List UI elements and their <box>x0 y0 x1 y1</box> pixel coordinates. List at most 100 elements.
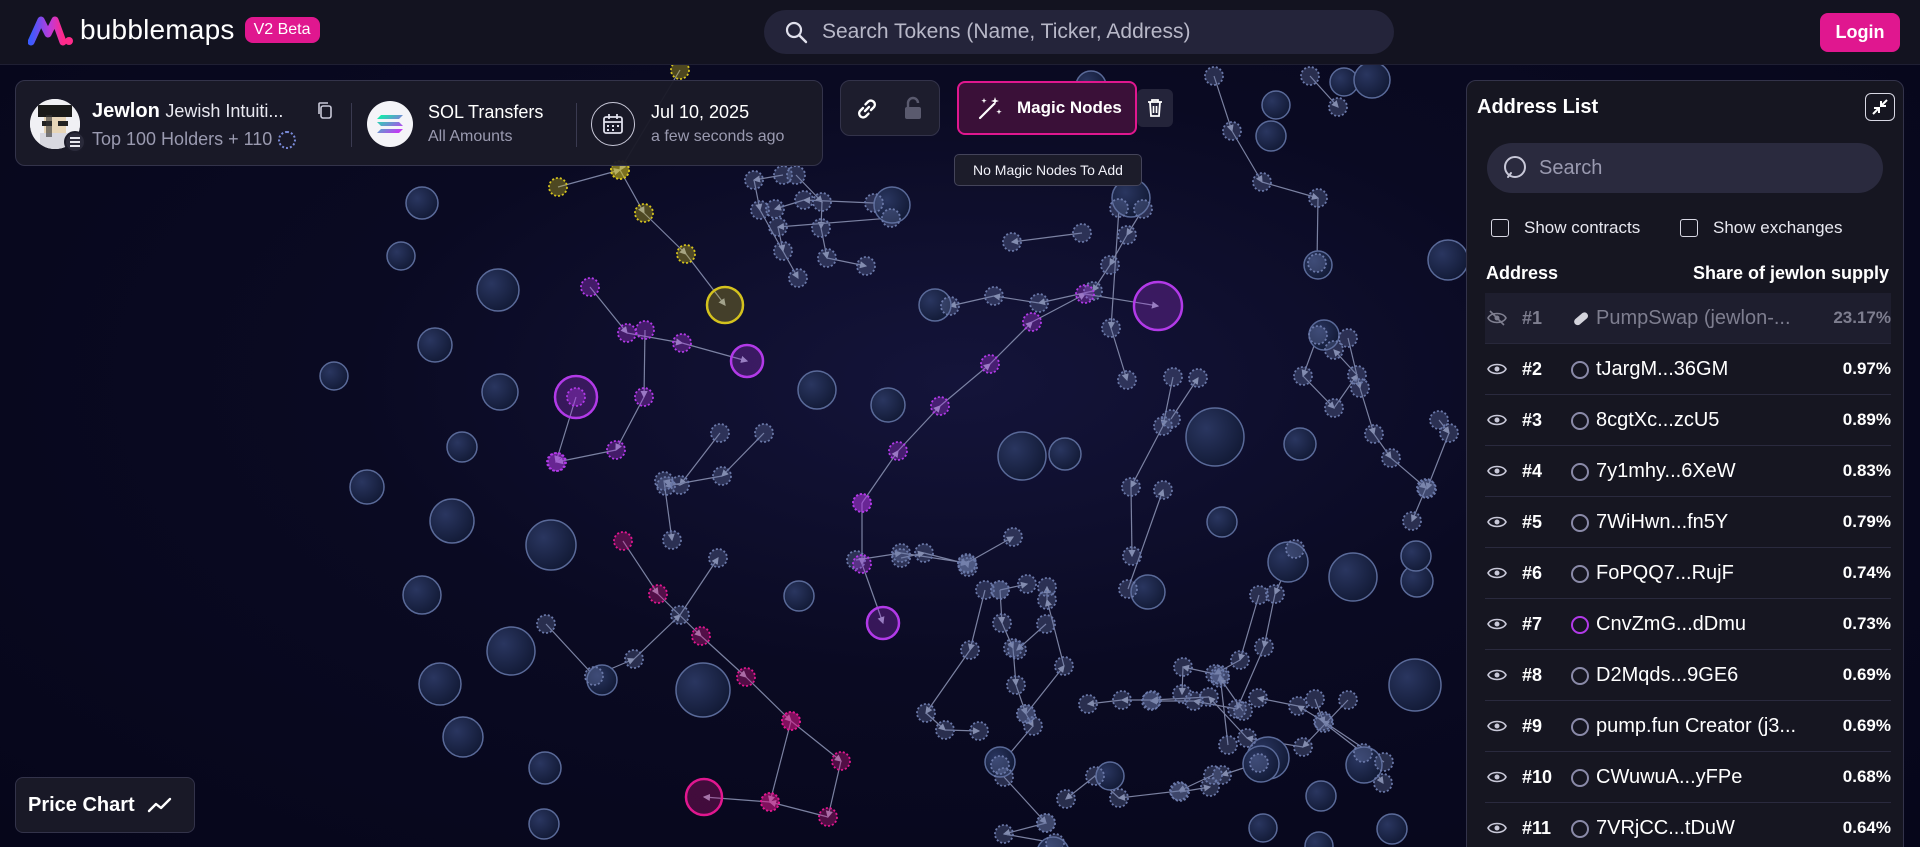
transfer-node[interactable] <box>1003 527 1023 547</box>
transfer-node[interactable] <box>1054 656 1074 676</box>
transfer-node[interactable] <box>1439 423 1459 443</box>
transfer-node[interactable] <box>1072 223 1092 243</box>
transfer-node[interactable] <box>1029 293 1049 313</box>
row-address[interactable]: 8cgtXc...zcU5 <box>1596 408 1720 431</box>
transfer-node[interactable] <box>580 277 600 297</box>
cluster-bubble[interactable] <box>684 777 724 817</box>
holder-bubble[interactable] <box>870 387 906 423</box>
transfer-node[interactable] <box>1293 366 1313 386</box>
transfer-node[interactable] <box>994 824 1014 844</box>
holder-bubble[interactable] <box>528 751 562 785</box>
checkbox-box[interactable] <box>1680 219 1698 237</box>
transfer-node[interactable] <box>1212 765 1232 785</box>
address-row[interactable]: #6 FoPQQ7...RujF 0.74% <box>1485 548 1891 599</box>
show-exchanges-checkbox[interactable]: Show exchanges <box>1680 218 1842 238</box>
transfer-node[interactable] <box>794 190 814 210</box>
holder-bubble[interactable] <box>1206 506 1238 538</box>
holder-bubble[interactable] <box>1095 761 1125 791</box>
transfer-node[interactable] <box>914 543 934 563</box>
transfer-node[interactable] <box>1416 478 1436 498</box>
transfer-node[interactable] <box>781 711 801 731</box>
cluster-bubble[interactable] <box>553 374 599 420</box>
transfer-node[interactable] <box>712 466 732 486</box>
copy-icon[interactable] <box>316 101 334 121</box>
holder-bubble[interactable] <box>476 268 520 312</box>
transfer-node[interactable] <box>1429 410 1449 430</box>
transfer-node[interactable] <box>1075 284 1095 304</box>
transfer-node[interactable] <box>1056 789 1076 809</box>
address-row[interactable]: #4 7y1mhy...6XeW 0.83% <box>1485 446 1891 497</box>
transfer-node[interactable] <box>916 703 936 723</box>
transfer-node[interactable] <box>1210 665 1230 685</box>
transfer-node[interactable] <box>881 208 901 228</box>
holder-bubble[interactable] <box>1185 407 1245 467</box>
transfer-node[interactable] <box>1218 735 1238 755</box>
logo[interactable]: bubblemaps V2 Beta <box>28 14 320 46</box>
address-row[interactable]: #8 D2Mqds...9GE6 0.69% <box>1485 650 1891 701</box>
transfer-node[interactable] <box>940 296 960 316</box>
address-row[interactable]: #2 tJargM...36GM 0.97% <box>1485 344 1891 395</box>
transfer-node[interactable] <box>676 244 696 264</box>
holder-bubble[interactable] <box>442 716 484 758</box>
address-row[interactable]: #11 7VRjCC...tDuW 0.64% <box>1485 803 1891 847</box>
holder-bubble[interactable] <box>319 361 349 391</box>
holder-bubble[interactable] <box>417 327 453 363</box>
transfer-node[interactable] <box>736 667 756 687</box>
transfer-node[interactable] <box>1308 188 1328 208</box>
solana-logo-icon[interactable] <box>367 101 413 147</box>
transfer-node[interactable] <box>1006 675 1026 695</box>
transfer-node[interactable] <box>1007 640 1027 660</box>
transfer-node[interactable] <box>1230 650 1250 670</box>
transfer-node[interactable] <box>891 548 911 568</box>
transfer-node[interactable] <box>984 286 1004 306</box>
transfer-node[interactable] <box>969 721 989 741</box>
transfer-node[interactable] <box>990 580 1010 600</box>
holder-bubble[interactable] <box>1255 120 1287 152</box>
holder-bubble[interactable] <box>1304 831 1334 847</box>
transfer-node[interactable] <box>1163 367 1183 387</box>
transfer-node[interactable] <box>1153 416 1173 436</box>
transfer-node[interactable] <box>1109 788 1129 808</box>
transfer-node[interactable] <box>670 60 690 80</box>
transfer-node[interactable] <box>975 580 995 600</box>
holder-bubble[interactable] <box>1427 239 1469 281</box>
address-search[interactable] <box>1487 143 1883 193</box>
transfer-node[interactable] <box>958 557 978 577</box>
transfer-node[interactable] <box>1142 690 1162 710</box>
price-chart-button[interactable]: Price Chart <box>15 777 195 833</box>
transfer-node[interactable] <box>1017 574 1037 594</box>
transfer-node[interactable] <box>1101 318 1121 338</box>
transfer-node[interactable] <box>1121 477 1141 497</box>
transfer-node[interactable] <box>1324 340 1344 360</box>
transfer-node[interactable] <box>662 530 682 550</box>
transfer-node[interactable] <box>852 493 872 513</box>
transfer-node[interactable] <box>1170 782 1190 802</box>
transfer-node[interactable] <box>1117 370 1137 390</box>
transfer-node[interactable] <box>1045 833 1065 847</box>
transfer-node[interactable] <box>1353 743 1373 763</box>
show-contracts-checkbox[interactable]: Show contracts <box>1491 218 1640 238</box>
holder-bubble[interactable] <box>1248 813 1278 843</box>
transfer-node[interactable] <box>546 452 566 472</box>
eye-icon[interactable] <box>1487 412 1507 428</box>
transfer-node[interactable] <box>547 452 567 472</box>
transfer-node[interactable] <box>708 548 728 568</box>
cluster-bubble[interactable] <box>705 285 745 325</box>
transfer-node[interactable] <box>1222 121 1242 141</box>
transfer-node[interactable] <box>1324 398 1344 418</box>
transfer-node[interactable] <box>1381 448 1401 468</box>
transfer-node[interactable] <box>1417 479 1437 499</box>
holder-bubble[interactable] <box>1376 813 1408 845</box>
transfer-node[interactable] <box>744 170 764 190</box>
transfer-node[interactable] <box>548 177 568 197</box>
transfer-node[interactable] <box>1109 198 1129 218</box>
holder-bubble[interactable] <box>1037 836 1069 847</box>
transfer-node[interactable] <box>788 268 808 288</box>
transfer-node[interactable] <box>1338 328 1358 348</box>
cluster-bubble[interactable] <box>1132 280 1184 332</box>
transfer-node[interactable] <box>635 320 655 340</box>
login-button[interactable]: Login <box>1820 13 1900 52</box>
transfer-node[interactable] <box>613 531 633 551</box>
transfer-node[interactable] <box>1254 637 1274 657</box>
transfer-node[interactable] <box>1133 199 1153 219</box>
